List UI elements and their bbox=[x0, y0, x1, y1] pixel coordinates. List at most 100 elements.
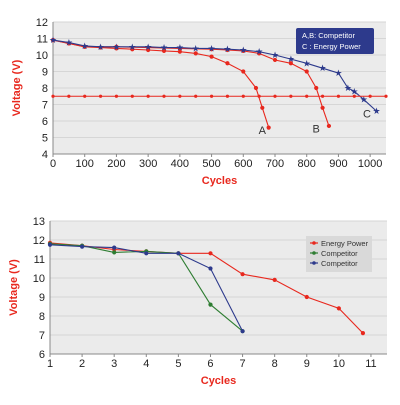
legend-entry: Competitor bbox=[321, 249, 358, 258]
x-tick-label: 600 bbox=[234, 158, 252, 170]
data-point: ★ bbox=[208, 43, 216, 53]
data-point bbox=[177, 49, 182, 54]
data-point bbox=[208, 302, 213, 307]
data-point bbox=[240, 329, 245, 334]
legend-entry: Energy Power bbox=[321, 239, 369, 248]
y-tick-label: 9 bbox=[39, 292, 45, 304]
data-point: ★ bbox=[176, 43, 184, 53]
data-point bbox=[114, 94, 119, 98]
legend: A,B: Competitor C : Energy Power bbox=[296, 28, 374, 54]
data-point bbox=[253, 85, 259, 91]
data-point: ★ bbox=[160, 43, 168, 53]
x-tick-label: 5 bbox=[175, 358, 181, 370]
data-point bbox=[320, 105, 325, 110]
x-tick-label: 2 bbox=[79, 358, 85, 370]
x-tick-label: 11 bbox=[365, 358, 376, 370]
data-point bbox=[272, 277, 277, 282]
data-point bbox=[360, 331, 366, 336]
y-axis-label: Voltage (V) bbox=[11, 59, 23, 116]
data-point: ★ bbox=[144, 42, 152, 52]
x-axis-label: Cycles bbox=[201, 375, 236, 387]
y-tick-label: 10 bbox=[36, 50, 48, 62]
y-tick-label: 8 bbox=[39, 311, 45, 323]
y-tick-label: 9 bbox=[42, 67, 48, 79]
legend-box bbox=[296, 28, 374, 54]
data-point: ★ bbox=[319, 63, 327, 73]
data-point bbox=[289, 94, 293, 98]
x-tick-label: 200 bbox=[107, 158, 125, 170]
x-tick-label: 3 bbox=[111, 358, 117, 370]
y-tick-label: 7 bbox=[39, 330, 45, 342]
data-point bbox=[51, 94, 55, 98]
x-tick-label: 1 bbox=[47, 358, 53, 370]
data-point bbox=[368, 94, 372, 98]
data-point: ★ bbox=[255, 47, 263, 57]
x-tick-label: 500 bbox=[202, 158, 220, 170]
data-point: ★ bbox=[303, 58, 311, 68]
data-point bbox=[326, 123, 332, 129]
data-point bbox=[67, 94, 71, 98]
y-tick-label: 11 bbox=[34, 254, 45, 266]
data-point: ★ bbox=[192, 43, 200, 53]
y-tick-label: 8 bbox=[42, 83, 48, 95]
data-point bbox=[98, 94, 103, 98]
data-point bbox=[144, 251, 149, 256]
data-point: ★ bbox=[112, 42, 120, 52]
data-point bbox=[288, 61, 293, 66]
data-point: ★ bbox=[344, 83, 352, 93]
data-point: ★ bbox=[334, 68, 342, 78]
data-point bbox=[273, 94, 277, 98]
y-tick-label: 12 bbox=[33, 235, 45, 247]
data-point bbox=[304, 294, 309, 300]
y-tick-label: 12 bbox=[36, 17, 48, 29]
data-point bbox=[225, 61, 230, 66]
y-tick-label: 6 bbox=[42, 116, 48, 128]
data-point: ★ bbox=[81, 41, 89, 51]
y-tick-label: 7 bbox=[42, 100, 48, 112]
data-point bbox=[257, 94, 261, 98]
y-tick-label: 6 bbox=[39, 349, 45, 361]
chart-1: 4 5 6 7 8 9 10 11 12 0 100 200 300 400 500 600 700 800 900… bbox=[11, 17, 388, 187]
data-point bbox=[209, 54, 214, 59]
data-point: ★ bbox=[223, 44, 231, 54]
y-tick-label: 10 bbox=[33, 273, 45, 285]
data-point bbox=[241, 69, 246, 74]
data-point bbox=[384, 94, 388, 98]
data-point: ★ bbox=[128, 42, 136, 52]
x-tick-label: 4 bbox=[143, 358, 149, 370]
data-point bbox=[320, 94, 325, 98]
curve-label-c: C bbox=[363, 109, 371, 121]
data-point bbox=[146, 94, 150, 98]
x-tick-label: 400 bbox=[171, 158, 189, 170]
data-point bbox=[130, 94, 134, 98]
legend-entry: Competitor bbox=[321, 259, 358, 268]
data-point bbox=[47, 242, 53, 247]
data-point bbox=[314, 85, 319, 91]
data-point bbox=[161, 48, 167, 53]
x-tick-label: 6 bbox=[207, 358, 213, 370]
data-point bbox=[225, 94, 230, 98]
x-tick-label: 800 bbox=[298, 158, 316, 170]
data-point: ★ bbox=[97, 42, 105, 52]
data-point bbox=[266, 125, 271, 130]
data-point bbox=[194, 94, 198, 98]
x-tick-label: 10 bbox=[333, 358, 345, 370]
x-tick-label: 900 bbox=[329, 158, 347, 170]
data-point bbox=[79, 244, 85, 249]
legend-swatch-marker bbox=[312, 261, 316, 265]
data-point bbox=[352, 94, 356, 98]
data-point bbox=[176, 251, 181, 256]
x-tick-label: 700 bbox=[266, 158, 284, 170]
y-tick-label: 4 bbox=[42, 149, 48, 161]
x-tick-label: 1000 bbox=[358, 158, 382, 170]
data-point bbox=[336, 306, 341, 311]
data-point: ★ bbox=[360, 95, 368, 105]
data-point: ★ bbox=[271, 50, 279, 60]
data-point bbox=[240, 272, 245, 277]
legend-box bbox=[306, 236, 372, 272]
x-tick-label: 9 bbox=[304, 358, 310, 370]
data-point: ★ bbox=[65, 38, 73, 48]
data-point: ★ bbox=[287, 54, 295, 64]
